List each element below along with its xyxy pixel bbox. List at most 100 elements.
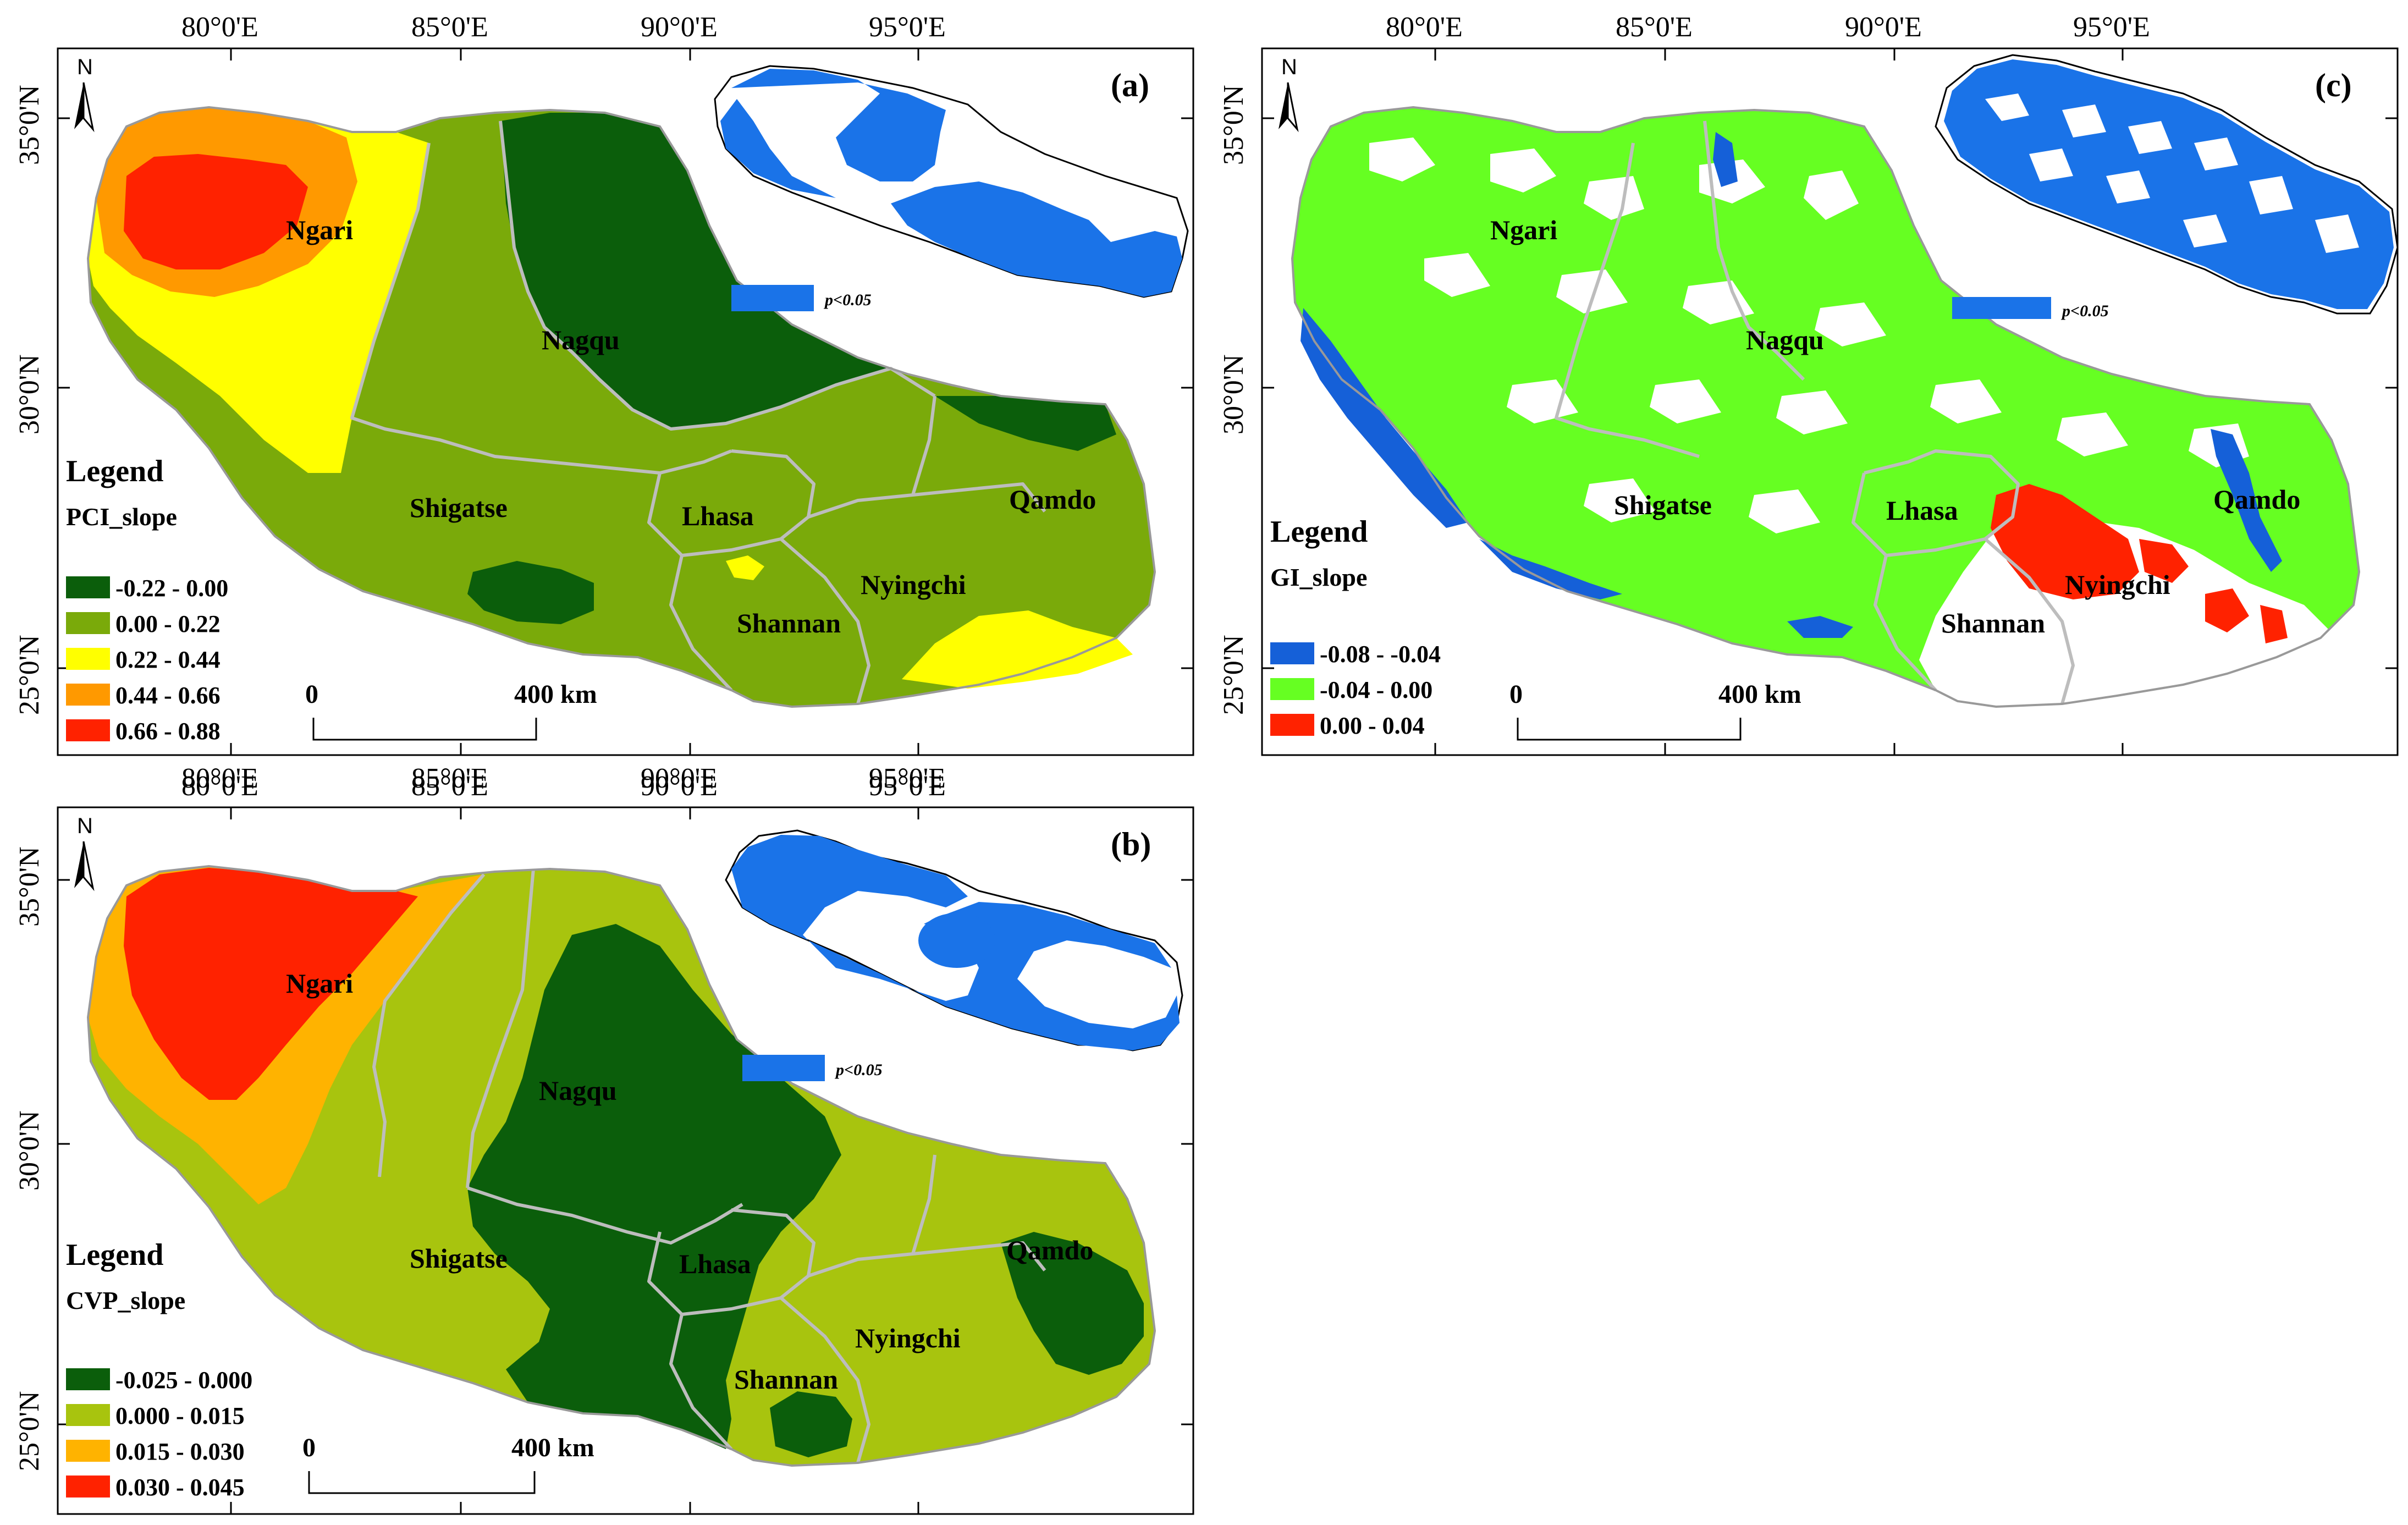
legend-variable: PCI_slope [66,503,177,531]
lon-tick-label: 80°0'E [1386,12,1463,43]
inset-significance-label: p<0.05 [834,1061,883,1079]
admin-boundaries [1555,120,2075,704]
legend-item-label: -0.08 - -0.04 [1320,641,1441,668]
legend-variable: GI_slope [1270,563,1367,591]
lon-tick-label: 95°0'E [2073,12,2150,43]
region-label-qamdo: Qamdo [1006,1235,1093,1265]
legend-swatch [1270,678,1314,700]
inset-significance-label: p<0.05 [823,291,872,309]
svg-text:0: 0 [302,1433,316,1462]
significance-inset: p<0.05 [714,65,1189,311]
region-label-nagqu: Nagqu [539,1075,617,1106]
legend-item-label: -0.04 - 0.00 [1320,676,1432,703]
lon-tick-label: 90°0'E [1845,12,1922,43]
scale-bar: 0 400 km [1509,680,1801,741]
region-label-shannan: Shannan [734,1364,838,1395]
region-label-qamdo: Qamdo [2213,484,2300,515]
class-patch-dark-green [770,1391,852,1457]
legend-title: Legend [1270,515,1368,549]
lon-tick-label: 90°0'E [641,12,718,43]
class-patch-dark-green [500,113,891,429]
class-patch-yellow [902,610,1133,689]
graticule-ticks [58,807,1193,1514]
class-patch-red [1991,484,2288,643]
lon-tick-label: 85°0'E [1616,12,1693,43]
region-label-lhasa: Lhasa [679,1248,751,1279]
lat-tick-label: 25°0'N [14,1391,45,1471]
legend-item-label: 0.030 - 0.045 [115,1474,245,1501]
scale-bar: 0 400 km [305,680,597,741]
lat-tick-label: 25°0'N [1218,635,1249,715]
region-label-shigatse: Shigatse [1614,489,1712,520]
legend-item-label: -0.025 - 0.000 [115,1367,252,1394]
significance-inset: p<0.05 [1935,54,2399,320]
region-label-nyingchi: Nyingchi [855,1323,961,1353]
svg-text:0: 0 [305,680,318,709]
class-patch-red [124,154,308,269]
region-label-ngari: Ngari [1490,214,1557,245]
legend-swatch [66,1476,110,1498]
legend-item-label: 0.015 - 0.030 [115,1438,245,1465]
legend-swatch [66,719,110,741]
class-patch-dark-green [935,396,1116,451]
lat-tick-label: 35°0'N [14,85,45,165]
legend-title: Legend [66,1238,163,1272]
panel-tag: (a) [1111,67,1149,103]
north-arrow-icon: N [1279,55,1299,133]
legend-item-label: 0.00 - 0.04 [1320,712,1425,739]
svg-text:0: 0 [1509,680,1523,709]
legend-swatch [66,684,110,706]
legend-swatch [66,648,110,670]
class-patch-dark-green [1001,1232,1144,1375]
legend-item-label: 0.000 - 0.015 [115,1402,245,1429]
no-data-gaps [1369,137,2337,707]
map-panel-c: 80°0'E 85°0'E 90°0'E 95°0'E 35°0'N 30°0'… [1204,0,2408,764]
class-patch-yellow [726,555,764,580]
graticule-ticks [1262,48,2398,755]
region-label-nagqu: Nagqu [542,324,620,355]
lat-tick-label: 30°0'N [14,354,45,434]
lon-tick-label: 95°0'E [869,12,946,43]
lat-tick-label: 30°0'N [14,1110,45,1191]
map-panel-a: 80°0'E 85°0'E 90°0'E 95°0'E 80°0'E 85°0'… [0,0,1210,794]
lat-tick-label: 30°0'N [1218,354,1249,434]
legend-variable: CVP_slope [66,1286,185,1314]
lon-tick-label: 90°0'E [641,770,718,802]
lon-tick-label: 80°0'E [181,770,258,802]
region-label-shannan: Shannan [737,608,841,638]
lon-tick-label: 85°0'E [411,12,488,43]
lon-tick-label: 85°0'E [411,763,488,794]
region-label-ngari: Ngari [286,968,353,999]
map-panel-b: 80°0'E 85°0'E 90°0'E 95°0'E 35°0'N 30°0'… [0,759,1210,1525]
lon-tick-label: 85°0'E [411,770,488,802]
lon-tick-label: 90°0'E [641,763,718,794]
inset-significance-label: p<0.05 [2060,302,2109,320]
region-label-shigatse: Shigatse [410,492,508,523]
legend-item-label: 0.00 - 0.22 [115,610,221,637]
admin-boundaries [372,868,1046,1463]
svg-text:N: N [77,814,93,838]
svg-text:400 km: 400 km [511,1433,594,1462]
lat-tick-label: 35°0'N [14,846,45,927]
legend-item-label: 0.44 - 0.66 [115,682,221,709]
lon-tick-label: 95°0'E [869,770,946,802]
territory-outline [86,106,1156,708]
legend-swatch [66,1368,110,1390]
svg-text:N: N [77,55,93,79]
legend-swatch [66,1404,110,1426]
region-label-shannan: Shannan [1941,608,2045,638]
territory-outline [86,865,1156,1467]
graticule-ticks [58,48,1193,755]
region-label-shigatse: Shigatse [410,1243,508,1274]
region-label-lhasa: Lhasa [1886,495,1958,526]
region-label-qamdo: Qamdo [1009,484,1096,515]
class-patch-red [124,868,418,1100]
svg-text:400 km: 400 km [1718,680,1801,709]
legend-item-label: 0.22 - 0.44 [115,646,221,673]
legend: Legend PCI_slope -0.22 - 0.00 0.00 - 0.2… [66,454,228,745]
legend-swatch [1270,642,1314,664]
region-label-nagqu: Nagqu [1746,324,1824,355]
region-label-nyingchi: Nyingchi [861,569,966,600]
svg-text:400 km: 400 km [514,680,597,709]
legend-swatch [66,576,110,598]
